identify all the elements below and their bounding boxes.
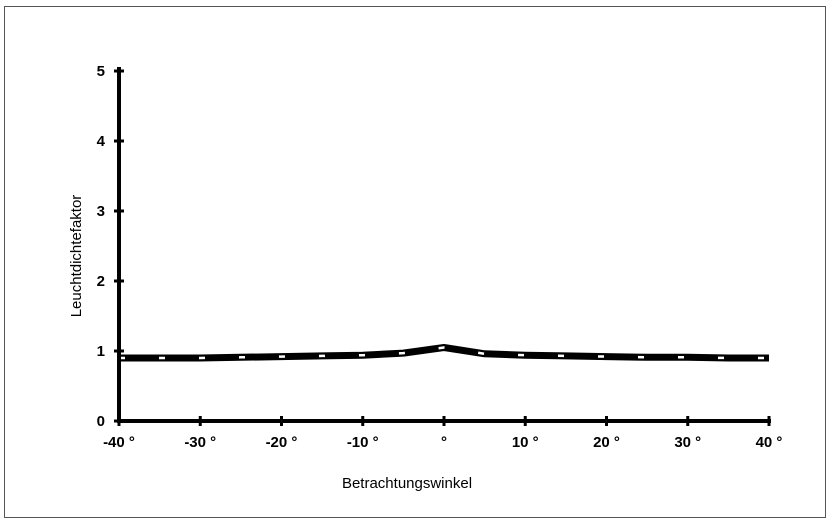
line-chart: 0 1 2 3 4 5 -40 ° -30 ° -20 ° -10 ° ° 10 ° 20 ° 30 °… <box>68 63 782 492</box>
x-tick-label: 40 ° <box>756 434 783 451</box>
x-ticks: -40 ° -30 ° -20 ° -10 ° ° 10 ° 20 ° 30 ° 40 ° <box>103 416 782 451</box>
plot-area <box>118 344 770 362</box>
x-tick-label: -40 ° <box>103 434 135 451</box>
y-tick-label: 1 <box>97 343 105 360</box>
x-tick-label: 10 ° <box>512 434 539 451</box>
x-tick-label: 20 ° <box>593 434 620 451</box>
y-tick-label: 3 <box>97 203 105 220</box>
y-tick-label: 0 <box>97 413 105 430</box>
x-tick-label: -20 ° <box>266 434 298 451</box>
x-tick-label: -10 ° <box>347 434 379 451</box>
y-axis-title: Leuchtdichtefaktor <box>68 195 85 318</box>
chart-frame: 0 1 2 3 4 5 -40 ° -30 ° -20 ° -10 ° ° 10 ° 20 ° 30 °… <box>4 6 826 518</box>
y-tick-label: 5 <box>97 63 105 80</box>
y-tick-label: 2 <box>97 273 105 290</box>
x-tick-label: -30 ° <box>184 434 216 451</box>
series-line <box>119 344 769 362</box>
axes <box>117 67 771 423</box>
y-ticks: 0 1 2 3 4 5 <box>97 63 124 430</box>
y-tick-label: 4 <box>97 133 106 150</box>
x-tick-label: ° <box>441 434 447 451</box>
x-axis-title: Betrachtungswinkel <box>342 475 472 492</box>
x-tick-label: 30 ° <box>674 434 701 451</box>
